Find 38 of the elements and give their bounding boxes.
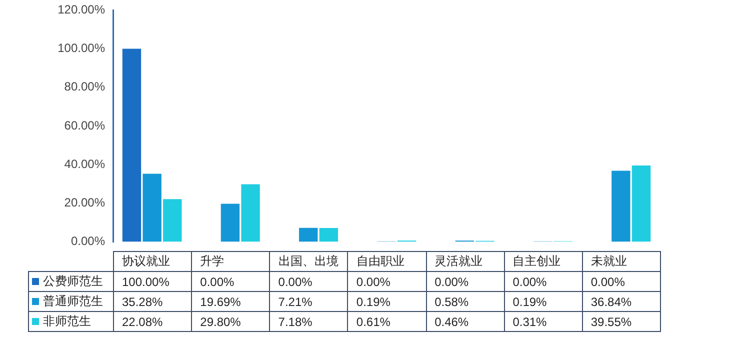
x-tick-label: 出国、出境 [270, 252, 348, 272]
data-label: 22.08% [114, 312, 192, 332]
data-label: 36.84% [582, 292, 660, 312]
data-label: 100.00% [114, 272, 192, 292]
legend-label: 普通师范生 [28, 292, 114, 312]
y-tick-label: 0.00% [70, 234, 106, 248]
data-label: 0.61% [348, 312, 426, 332]
data-label: 7.18% [270, 312, 348, 332]
data-label: 0.00% [582, 272, 660, 292]
legend-label: 非师范生 [28, 312, 114, 332]
y-tick-label: 20.00% [64, 196, 106, 210]
x-tick-label: 自主创业 [504, 252, 582, 272]
data-label: 0.00% [270, 272, 348, 292]
x-tick-label: 协议就业 [114, 252, 192, 272]
y-tick-label: 60.00% [64, 118, 106, 132]
data-label: 0.00% [426, 272, 504, 292]
x-tick-label: 升学 [192, 252, 270, 272]
data-label: 19.69% [192, 292, 270, 312]
data-label: 0.19% [348, 292, 426, 312]
y-tick-label: 100.00% [58, 41, 106, 56]
x-tick-label: 未就业 [582, 252, 660, 272]
data-label: 7.21% [270, 292, 348, 312]
data-label: 0.46% [426, 312, 504, 332]
x-tick-label: 自由职业 [348, 252, 426, 272]
data-label: 29.80% [192, 312, 270, 332]
data-label: 35.28% [114, 292, 192, 312]
data-label: 0.00% [504, 272, 582, 292]
x-tick-label: 灵活就业 [426, 252, 504, 272]
data-label: 0.19% [504, 292, 582, 312]
data-label: 0.58% [426, 292, 504, 312]
legend-label: 公费师范生 [28, 272, 114, 292]
data-label: 0.31% [504, 312, 582, 332]
data-label: 0.00% [192, 272, 270, 292]
data-label: 0.00% [348, 272, 426, 292]
y-tick-label: 120.00% [58, 2, 106, 17]
y-tick-label: 80.00% [64, 80, 106, 94]
y-tick-label: 40.00% [64, 156, 106, 171]
data-label: 39.55% [582, 312, 660, 332]
